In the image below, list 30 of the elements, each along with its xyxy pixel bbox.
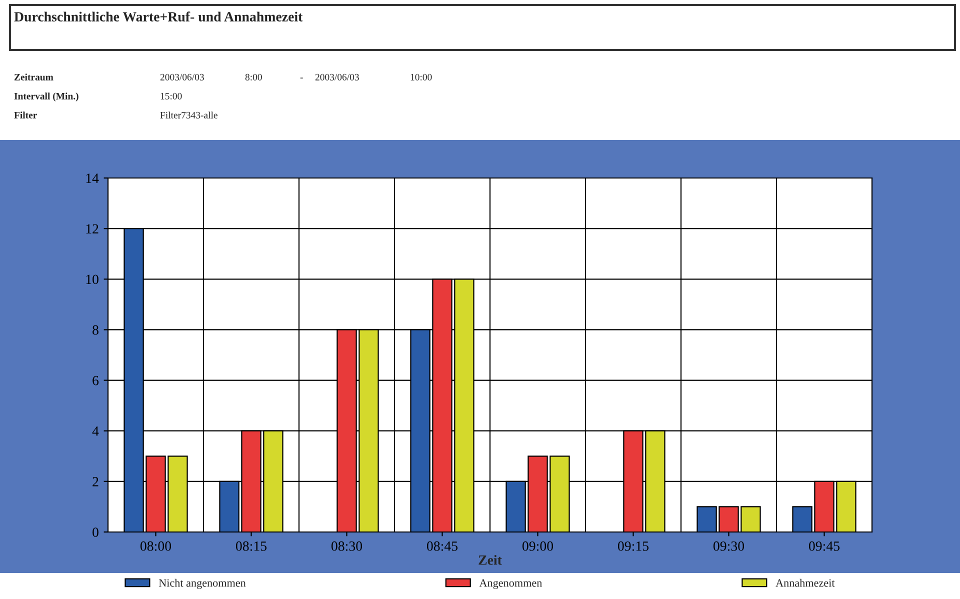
legend-label: Nicht angenommen [158,578,246,589]
text: Zeitraum [14,74,54,80]
legend-label: Angenommen [479,579,542,589]
text: Filter7343-alle [160,112,218,118]
y-tick-label: 12 [86,224,98,234]
text: 15:00 [160,92,182,100]
x-tick-label: 09:00 [522,541,554,551]
y-tick-label: 2 [92,477,98,486]
y-tick-label: 10 [86,274,98,284]
text: 2003/06/03 [315,74,359,80]
x-tick-label: 08:15 [236,541,267,551]
text: Intervall (Min.) [14,92,78,102]
y-tick-label: 14 [86,174,99,183]
y-tick-label: 0 [92,528,98,537]
x-tick-label: 08:30 [331,541,362,551]
text: 2003/06/03 [160,74,204,80]
x-tick-label: 09:45 [808,541,840,551]
y-tick-label: 8 [92,325,98,335]
x-tick-label: 09:15 [618,541,649,551]
text: 10:00 [410,74,432,80]
y-tick-label: 6 [92,376,99,386]
text: 8:00 [245,74,262,80]
legend-label: Annahmezeit [776,578,835,587]
text: Filter [14,112,37,118]
x-axis-title: Zeit [478,555,502,565]
x-tick-label: 09:30 [713,541,744,551]
y-tick-label: 4 [92,426,99,436]
x-tick-label: 08:00 [140,541,172,551]
chart-title: Durchschnittliche Warte+Ruf- und Annahmezeit [14,12,303,22]
x-tick-label: 08:45 [426,541,458,551]
